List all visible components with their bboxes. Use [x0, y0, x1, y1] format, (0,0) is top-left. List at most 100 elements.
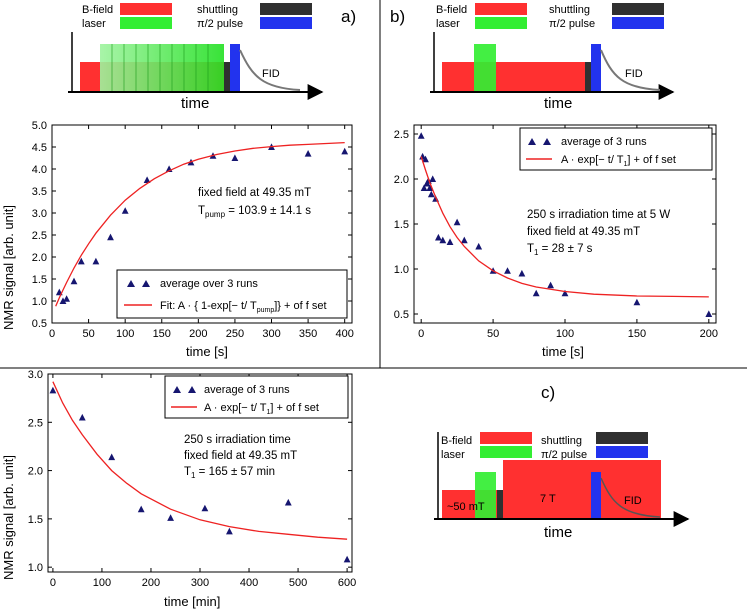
x-tick-label: 350: [299, 328, 317, 340]
fid-decay: [600, 49, 661, 91]
legend-label-pulse: π/2 pulse: [197, 18, 243, 30]
y-tick-label: 2.5: [28, 417, 43, 429]
fid-label: FID: [625, 68, 643, 80]
data-point: [77, 257, 85, 265]
x-tick-label: 200: [700, 328, 718, 340]
legend-label-points: average of 3 runs: [561, 136, 647, 148]
y-tick-label: 1.5: [28, 514, 43, 526]
y-tick-label: 3.0: [32, 208, 47, 220]
legend-swatch-shuttling: [596, 432, 648, 444]
high-field-bar: [503, 460, 661, 518]
plot-frame: [47, 373, 353, 573]
legend-swatch-shuttling: [260, 3, 312, 15]
x-axis-label: time [s]: [542, 344, 584, 359]
x-tick-label: 600: [338, 577, 356, 589]
x-tick-label: 300: [262, 328, 280, 340]
y-tick-label: 0.5: [32, 318, 47, 330]
plot-frame: [51, 124, 353, 324]
data-point: [70, 277, 78, 285]
annotation-irradiation: 250 s irradiation time at 5 W: [527, 209, 670, 221]
x-tick-label: 300: [191, 577, 209, 589]
data-point: [427, 190, 435, 198]
schematic-c: c) B-field laser shuttling π/2 pulse ~50…: [434, 383, 690, 541]
x-tick-label: 100: [556, 328, 574, 340]
data-point: [78, 413, 86, 421]
legend-swatch-bfield: [475, 3, 527, 15]
legend-swatch-pulse: [612, 17, 664, 29]
legend-marker-points: [528, 138, 536, 145]
data-point: [547, 281, 554, 289]
data-point: [426, 184, 434, 191]
y-tick-label: 4.5: [32, 142, 47, 154]
data-point: [561, 289, 569, 297]
legend-label-pulse: π/2 pulse: [549, 18, 595, 30]
y-tick-label: 2.5: [32, 230, 47, 242]
legend-label-laser: laser: [441, 449, 465, 461]
schematic-a: B-field laser shuttling π/2 pulse a) FID…: [68, 3, 356, 112]
fid-decay: [600, 477, 661, 518]
legend-marker-points: [127, 280, 135, 287]
legend-marker-points: [173, 386, 181, 393]
high-field-label: 7 T: [540, 493, 556, 505]
legend-label-shuttling: shuttling: [549, 4, 590, 16]
x-tick-label: 0: [50, 577, 56, 589]
annotation-irradiation: 250 s irradiation time: [184, 434, 291, 446]
y-axis-label: NMR signal [arb. unit]: [1, 455, 16, 580]
y-tick-label: 1.5: [32, 274, 47, 286]
data-point: [460, 236, 468, 244]
x-tick-label: 0: [418, 328, 424, 340]
legend-label-fit: Fit: A · { 1-exp[− t/ Tpump]} + of f set: [160, 300, 327, 314]
data-point: [137, 505, 145, 513]
legend-label-pulse: π/2 pulse: [541, 449, 587, 461]
y-tick-label: 2.0: [28, 466, 43, 478]
legend-swatch-bfield: [480, 432, 532, 444]
x-tick-label: 500: [289, 577, 307, 589]
pulse-bar: [591, 44, 601, 91]
annotation-field: fixed field at 49.35 mT: [198, 187, 311, 199]
data-point: [532, 289, 540, 297]
y-tick-label: 3.5: [32, 186, 47, 198]
data-point: [429, 175, 437, 182]
bfield-bar: [442, 62, 585, 91]
y-tick-label: 2.5: [394, 129, 409, 141]
data-point: [504, 267, 511, 274]
plot-a: 0 50 100 150 200 250 300 350 400 0.5 1.0 1.5 2.0 2.5 3…: [1, 120, 354, 359]
legend-label-points: average over 3 runs: [160, 278, 258, 290]
data-point: [231, 154, 239, 161]
fid-decay: [239, 49, 301, 91]
panel-tag-b: b): [390, 7, 405, 26]
x-tick-label: 50: [82, 328, 94, 340]
data-point: [419, 152, 426, 160]
data-point: [304, 150, 312, 157]
legend-marker-points: [188, 386, 196, 393]
y-tick-label: 1.0: [394, 264, 409, 276]
data-point: [121, 207, 129, 214]
x-tick-label: 200: [142, 577, 160, 589]
x-tick-label: 200: [189, 328, 207, 340]
legend-box: average of 3 runs A · exp[− t/ T1] + of …: [519, 127, 713, 171]
annotation-t1: T1 = 165 ± 57 min: [184, 466, 275, 480]
shuttling-bar: [497, 490, 503, 518]
legend-label-laser: laser: [436, 18, 460, 30]
shuttling-bar: [224, 62, 230, 91]
legend-marker-points: [142, 280, 150, 287]
legend-swatch-pulse: [260, 17, 312, 29]
time-label: time: [181, 95, 209, 112]
data-point: [420, 184, 428, 191]
y-tick-label: 5.0: [32, 120, 47, 132]
x-tick-label: 250: [226, 328, 244, 340]
data-point: [343, 555, 351, 563]
y-tick-label: 0.5: [394, 309, 409, 321]
x-tick-label: 150: [153, 328, 171, 340]
plot-b: 0 50 100 150 200 0.5 1.0 1.5 2.0 2.5 time [s] 250…: [394, 124, 718, 359]
legend-box: average over 3 runs Fit: A · { 1-exp[− t…: [116, 269, 348, 319]
x-tick-label: 100: [116, 328, 134, 340]
legend-label-bfield: B-field: [82, 4, 113, 16]
legend-label-bfield: B-field: [436, 4, 467, 16]
data-point: [107, 233, 114, 241]
y-tick-label: 4.0: [32, 164, 47, 176]
fid-label: FID: [262, 68, 280, 80]
x-tick-label: 100: [93, 577, 111, 589]
data-point: [143, 176, 151, 183]
